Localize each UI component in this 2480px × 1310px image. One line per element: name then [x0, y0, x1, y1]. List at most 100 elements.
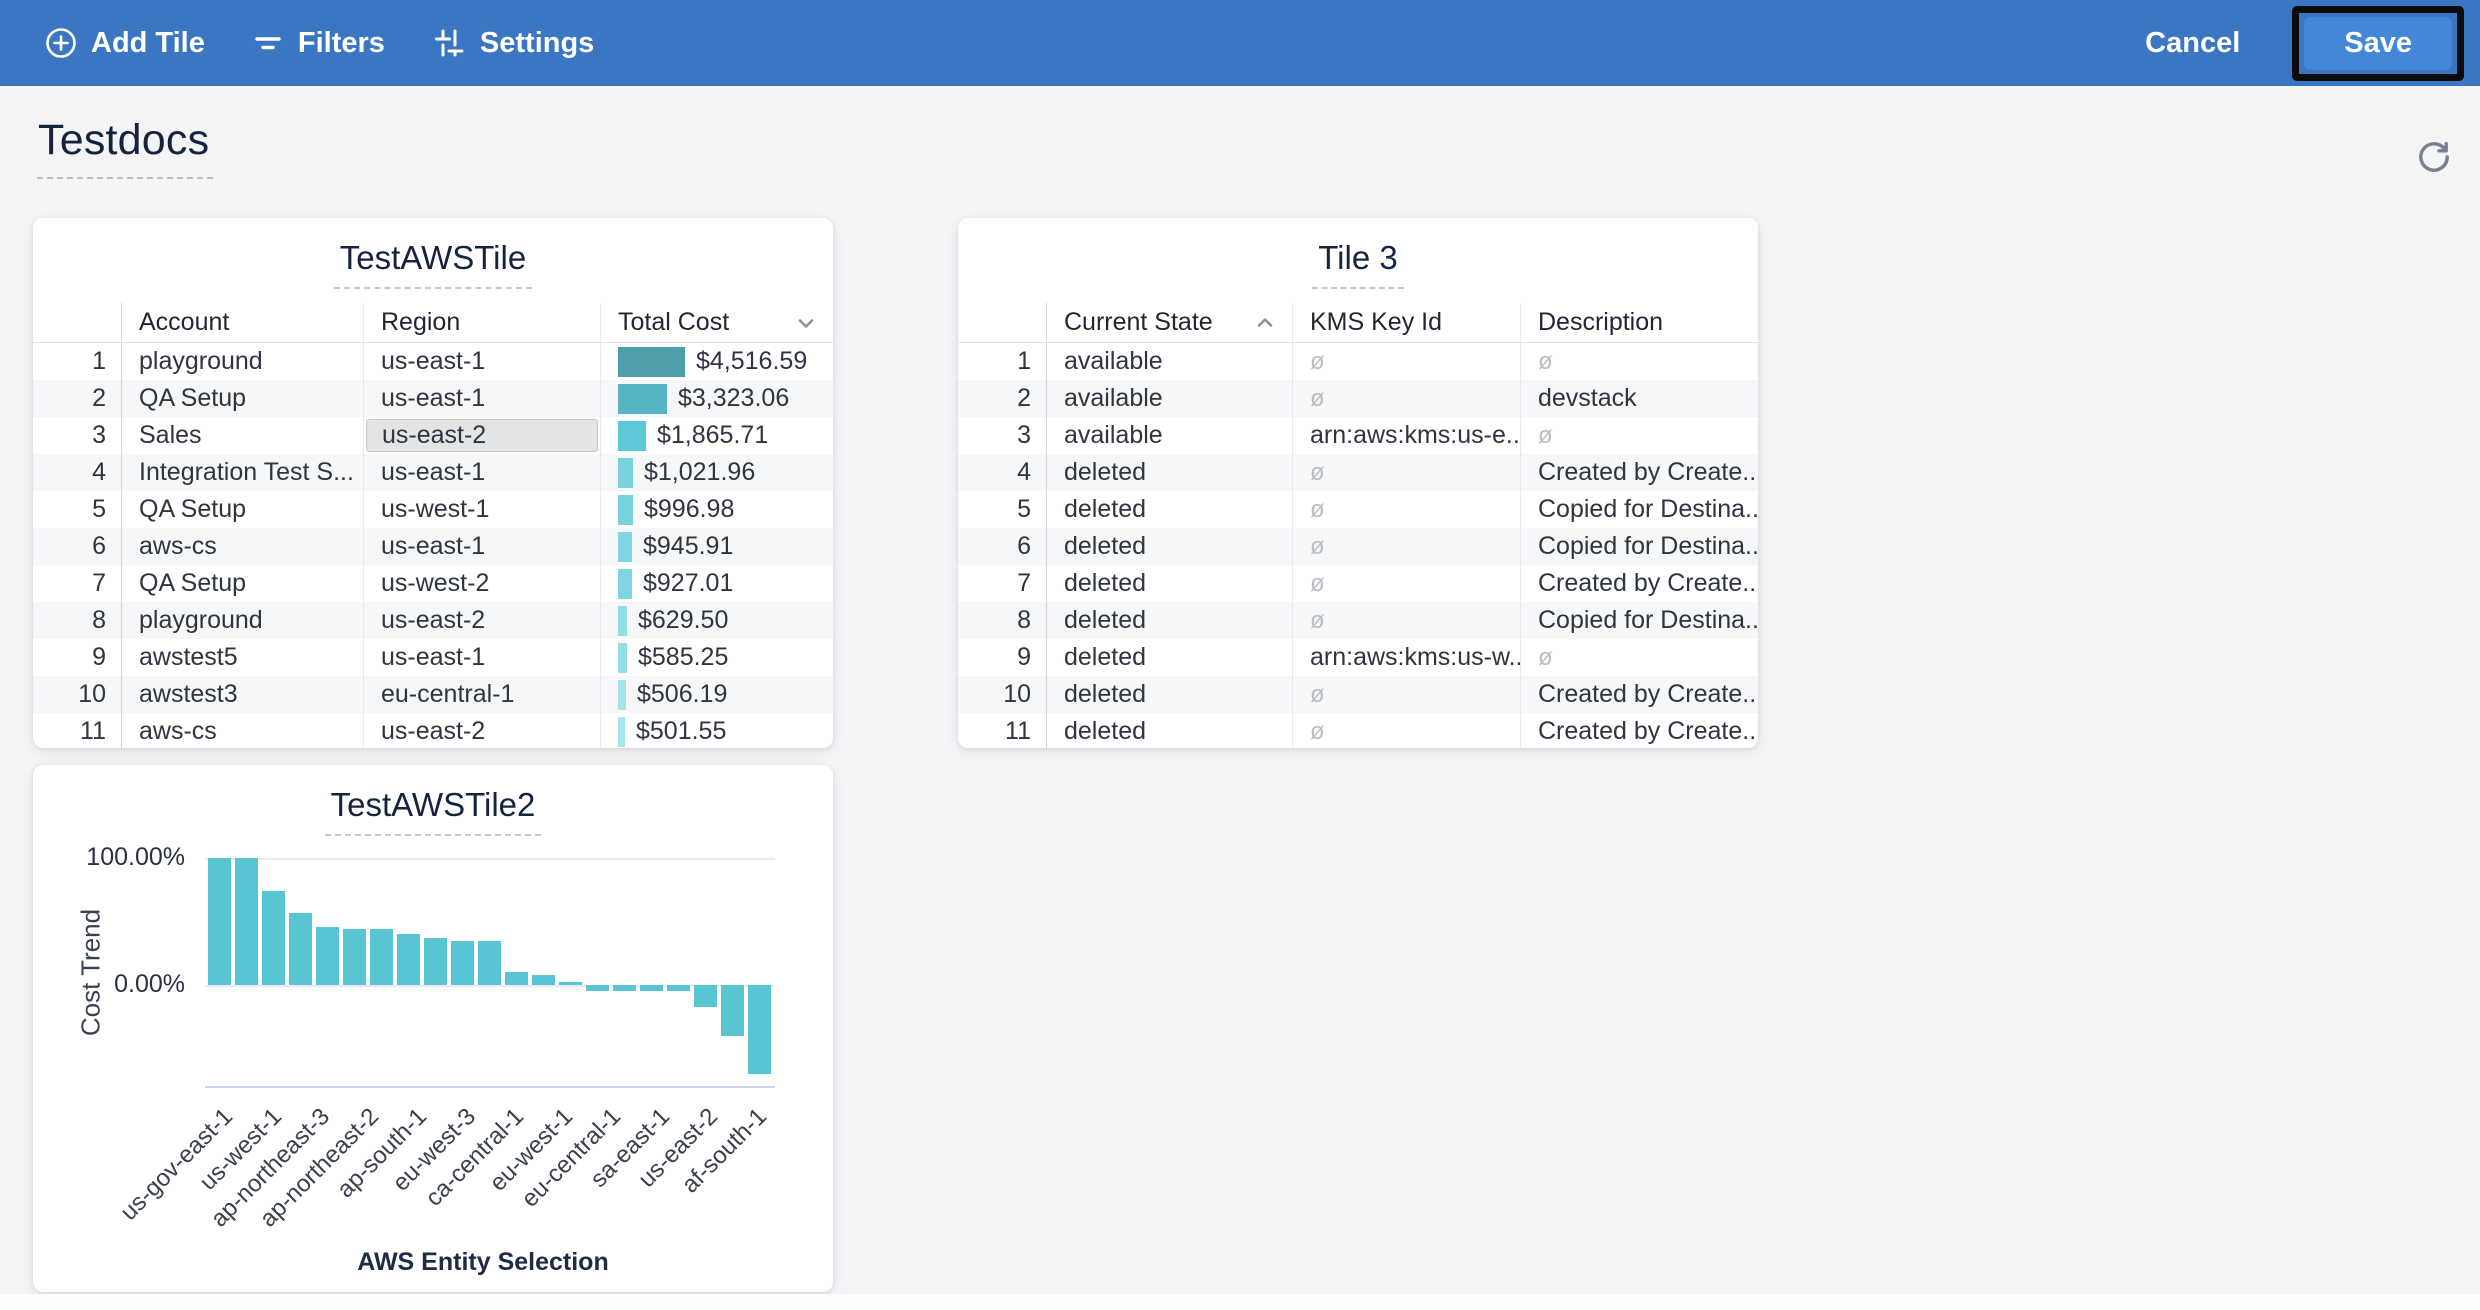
- chart-bar: [532, 975, 555, 985]
- total-cost-cell[interactable]: $927.01: [600, 565, 833, 602]
- chart-bar: [505, 972, 528, 985]
- description-cell[interactable]: ø: [1520, 639, 1758, 676]
- region-cell[interactable]: us-east-1: [363, 528, 600, 565]
- chart-bar: [586, 985, 609, 991]
- account-cell[interactable]: playground: [121, 343, 363, 380]
- save-button[interactable]: Save: [2304, 16, 2452, 70]
- account-cell[interactable]: awstest3: [121, 676, 363, 713]
- column-header-description[interactable]: Description: [1520, 303, 1758, 342]
- column-header-current-state[interactable]: Current State: [1046, 303, 1292, 342]
- region-cell[interactable]: us-east-2: [363, 417, 600, 454]
- total-cost-cell[interactable]: $501.55: [600, 713, 833, 748]
- region-cell[interactable]: us-east-1: [363, 639, 600, 676]
- current-state-cell[interactable]: deleted: [1046, 528, 1292, 565]
- total-cost-cell[interactable]: $1,021.96: [600, 454, 833, 491]
- kms-key-id-cell[interactable]: ø: [1292, 565, 1520, 602]
- kms-key-id-cell[interactable]: arn:aws:kms:us-w...: [1292, 639, 1520, 676]
- region-cell[interactable]: us-west-1: [363, 491, 600, 528]
- total-cost-cell[interactable]: $945.91: [600, 528, 833, 565]
- kms-key-id-cell[interactable]: ø: [1292, 528, 1520, 565]
- cancel-button[interactable]: Cancel: [2145, 26, 2241, 59]
- current-state-cell[interactable]: deleted: [1046, 639, 1292, 676]
- settings-button[interactable]: Settings: [431, 25, 594, 61]
- page-title[interactable]: Testdocs: [37, 116, 214, 179]
- current-state-cell[interactable]: deleted: [1046, 602, 1292, 639]
- kms-key-id-cell[interactable]: ø: [1292, 380, 1520, 417]
- kms-key-id-cell[interactable]: ø: [1292, 676, 1520, 713]
- account-cell[interactable]: awstest5: [121, 639, 363, 676]
- current-state-cell[interactable]: available: [1046, 343, 1292, 380]
- region-cell[interactable]: us-east-2: [363, 602, 600, 639]
- sort-desc-chevron-down-icon[interactable]: [793, 310, 819, 336]
- column-header-region[interactable]: Region: [363, 303, 600, 342]
- current-state-cell[interactable]: available: [1046, 417, 1292, 454]
- sort-asc-chevron-up-icon[interactable]: [1252, 310, 1278, 336]
- bottom-strip: [0, 1294, 2480, 1310]
- tile-testawstile2: TestAWSTile2 100.00% 0.00% us-gov-east-1 us…: [33, 765, 833, 1292]
- account-cell[interactable]: playground: [121, 602, 363, 639]
- current-state-cell[interactable]: deleted: [1046, 565, 1292, 602]
- refresh-button[interactable]: [2408, 132, 2460, 184]
- total-cost-cell[interactable]: $3,323.06: [600, 380, 833, 417]
- column-header-account[interactable]: Account: [121, 303, 363, 342]
- row-number-cell: 3: [92, 421, 106, 449]
- current-state-cell[interactable]: available: [1046, 380, 1292, 417]
- description-cell[interactable]: Created by Create...: [1520, 676, 1758, 713]
- total-cost-cell[interactable]: $996.98: [600, 491, 833, 528]
- selected-cell[interactable]: us-east-2: [366, 419, 598, 452]
- tile-tile3-title[interactable]: Tile 3: [958, 239, 1758, 289]
- chart-bar: [397, 934, 420, 985]
- add-tile-button[interactable]: Add Tile: [44, 26, 205, 60]
- tile-tile3: Tile 3 Current State KMS Key Id Descript…: [958, 218, 1758, 748]
- row-number-header: [33, 303, 121, 342]
- account-cell[interactable]: aws-cs: [121, 713, 363, 748]
- description-cell[interactable]: Created by Create...: [1520, 713, 1758, 748]
- description-cell[interactable]: Created by Create...: [1520, 454, 1758, 491]
- region-cell[interactable]: us-east-2: [363, 713, 600, 748]
- kms-key-id-cell[interactable]: ø: [1292, 713, 1520, 748]
- chart-bar: [262, 891, 285, 985]
- x-axis-line: [205, 1086, 775, 1088]
- total-cost-cell[interactable]: $506.19: [600, 676, 833, 713]
- tile-testawstile2-title[interactable]: TestAWSTile2: [33, 786, 833, 836]
- gridline-100: [205, 858, 775, 860]
- total-cost-cell[interactable]: $629.50: [600, 602, 833, 639]
- description-cell[interactable]: Copied for Destina...: [1520, 491, 1758, 528]
- column-header-total-cost[interactable]: Total Cost: [600, 303, 833, 342]
- kms-key-id-cell[interactable]: ø: [1292, 454, 1520, 491]
- current-state-cell[interactable]: deleted: [1046, 676, 1292, 713]
- column-header-kms-key-id[interactable]: KMS Key Id: [1292, 303, 1520, 342]
- kms-key-id-cell[interactable]: arn:aws:kms:us-e...: [1292, 417, 1520, 454]
- account-cell[interactable]: Integration Test S...: [121, 454, 363, 491]
- account-cell[interactable]: QA Setup: [121, 380, 363, 417]
- description-cell[interactable]: devstack: [1520, 380, 1758, 417]
- chart-bar: [748, 985, 771, 1074]
- total-cost-cell[interactable]: $4,516.59: [600, 343, 833, 380]
- current-state-cell[interactable]: deleted: [1046, 454, 1292, 491]
- total-cost-cell[interactable]: $585.25: [600, 639, 833, 676]
- total-cost-cell[interactable]: $1,865.71: [600, 417, 833, 454]
- description-cell[interactable]: ø: [1520, 417, 1758, 454]
- region-cell[interactable]: us-west-2: [363, 565, 600, 602]
- description-cell[interactable]: ø: [1520, 343, 1758, 380]
- kms-key-id-cell[interactable]: ø: [1292, 343, 1520, 380]
- description-cell[interactable]: Copied for Destina...: [1520, 602, 1758, 639]
- description-cell[interactable]: Created by Create...: [1520, 565, 1758, 602]
- description-cell[interactable]: Copied for Destina...: [1520, 528, 1758, 565]
- region-cell[interactable]: us-east-1: [363, 343, 600, 380]
- kms-key-id-cell[interactable]: ø: [1292, 491, 1520, 528]
- account-cell[interactable]: Sales: [121, 417, 363, 454]
- current-state-cell[interactable]: deleted: [1046, 491, 1292, 528]
- row-number-cell: 3: [1017, 421, 1031, 449]
- current-state-cell[interactable]: deleted: [1046, 713, 1292, 748]
- account-cell[interactable]: QA Setup: [121, 565, 363, 602]
- account-cell[interactable]: QA Setup: [121, 491, 363, 528]
- region-cell[interactable]: us-east-1: [363, 454, 600, 491]
- tile-testawstile-title[interactable]: TestAWSTile: [33, 239, 833, 289]
- region-cell[interactable]: eu-central-1: [363, 676, 600, 713]
- account-cell[interactable]: aws-cs: [121, 528, 363, 565]
- region-cell[interactable]: us-east-1: [363, 380, 600, 417]
- kms-key-id-cell[interactable]: ø: [1292, 602, 1520, 639]
- filters-button[interactable]: Filters: [251, 26, 385, 60]
